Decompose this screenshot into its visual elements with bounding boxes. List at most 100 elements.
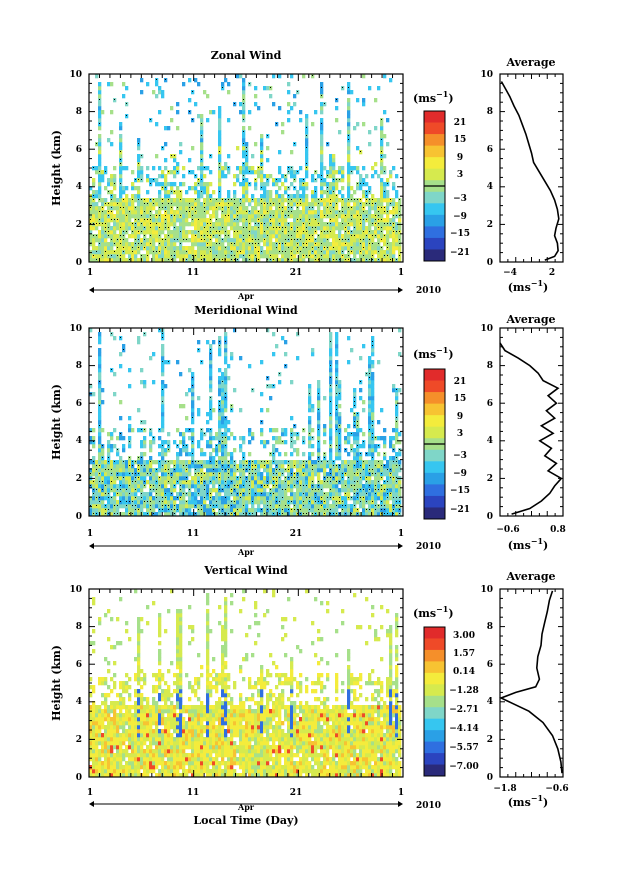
heatmap-cell — [329, 258, 333, 262]
heatmap-cell — [233, 488, 237, 493]
heatmap-cell — [179, 194, 183, 199]
heatmap-cell — [122, 436, 126, 441]
heatmap-cell — [350, 218, 354, 223]
heatmap-cell — [158, 254, 162, 259]
heatmap-cell — [125, 86, 129, 91]
heatmap-cell — [194, 504, 198, 509]
contour-dot — [138, 219, 139, 220]
heatmap-cell — [242, 464, 246, 469]
heatmap-cell — [146, 178, 150, 183]
contour-dot — [117, 505, 118, 506]
contour-dot — [234, 461, 235, 462]
contour-dot — [165, 493, 166, 494]
contour-dot — [99, 243, 100, 244]
heatmap-cell — [104, 166, 108, 171]
heatmap-cell — [395, 202, 399, 207]
heatmap-cell — [281, 210, 285, 215]
heatmap-cell — [239, 468, 243, 473]
heatmap-cell — [92, 504, 96, 509]
heatmap-cell — [260, 162, 264, 167]
contour-dot — [207, 223, 208, 224]
contour-dot — [120, 433, 121, 434]
contour-dot — [240, 493, 241, 494]
heatmap-cell — [167, 464, 171, 469]
heatmap-cell — [218, 190, 222, 195]
heatmap-cell — [137, 246, 141, 251]
contour-dot — [369, 243, 370, 244]
heatmap-cell — [227, 460, 231, 465]
contour-dot — [228, 473, 229, 474]
heatmap-cell — [206, 468, 210, 473]
heatmap-cell — [278, 246, 282, 251]
heatmap-cell — [206, 488, 210, 493]
heatmap-cell — [137, 234, 141, 239]
contour-dot — [165, 227, 166, 228]
heatmap-cell — [209, 404, 213, 409]
contour-dot — [114, 513, 115, 514]
heatmap-cell — [305, 146, 309, 151]
heatmap-cell — [362, 258, 366, 262]
heatmap-cell — [305, 206, 309, 211]
heatmap-cell — [386, 218, 390, 223]
heatmap-cell — [251, 492, 255, 497]
contour-dot — [333, 207, 334, 208]
contour-dot — [360, 239, 361, 240]
heatmap-cell — [287, 238, 291, 243]
contour-dot — [381, 159, 382, 160]
heatmap-cell — [269, 202, 273, 207]
heatmap-cell — [98, 404, 102, 409]
heatmap-cell — [359, 178, 363, 183]
heatmap-cell — [287, 476, 291, 481]
heatmap-cell — [221, 508, 225, 513]
heatmap-cell — [254, 218, 258, 223]
contour-dot — [126, 115, 127, 116]
heatmap-cell — [191, 452, 195, 457]
heatmap-cell — [209, 428, 213, 433]
contour-dot — [384, 223, 385, 224]
heatmap-cell — [242, 94, 246, 99]
heatmap-cell — [281, 488, 285, 493]
heatmap-cell — [338, 226, 342, 231]
contour-dot — [129, 441, 130, 442]
heatmap-cell — [239, 480, 243, 485]
heatmap-cell — [149, 484, 153, 489]
heatmap-cell — [386, 178, 390, 183]
heatmap-cell — [113, 198, 117, 203]
heatmap-cell — [119, 230, 123, 235]
heatmap-cell — [98, 492, 102, 497]
contour-dot — [231, 243, 232, 244]
heatmap-cell — [314, 222, 318, 227]
heatmap-cell — [206, 340, 210, 345]
heatmap-cell — [254, 102, 258, 107]
contour-dot — [174, 255, 175, 256]
heatmap-cell — [281, 472, 285, 477]
heatmap-cell — [344, 254, 348, 259]
heatmap-cell — [155, 94, 159, 99]
heatmap-cell — [236, 496, 240, 501]
heatmap-cell — [122, 214, 126, 219]
heatmap-cell — [311, 74, 315, 79]
heatmap-cell — [227, 258, 231, 262]
heatmap-cell — [323, 190, 327, 195]
heatmap-cell — [353, 238, 357, 243]
heatmap-cell — [278, 372, 282, 377]
heatmap-cell — [284, 504, 288, 509]
heatmap-cell — [200, 250, 204, 255]
contour-dot — [342, 223, 343, 224]
heatmap-cell — [98, 456, 102, 461]
heatmap-cell — [281, 198, 285, 203]
heatmap-cell — [359, 226, 363, 231]
heatmap-cell — [164, 468, 168, 473]
heatmap-cell — [356, 246, 360, 251]
heatmap-cell — [275, 210, 279, 215]
heatmap-cell — [230, 226, 234, 231]
heatmap-cell — [284, 500, 288, 505]
contour-dot — [348, 87, 349, 88]
heatmap-cell — [380, 150, 384, 155]
heatmap-cell — [287, 118, 291, 123]
heatmap-cell — [197, 408, 201, 413]
heatmap-cell — [368, 130, 372, 135]
heatmap-cell — [284, 206, 288, 211]
heatmap-cell — [308, 238, 312, 243]
heatmap-cell — [239, 464, 243, 469]
